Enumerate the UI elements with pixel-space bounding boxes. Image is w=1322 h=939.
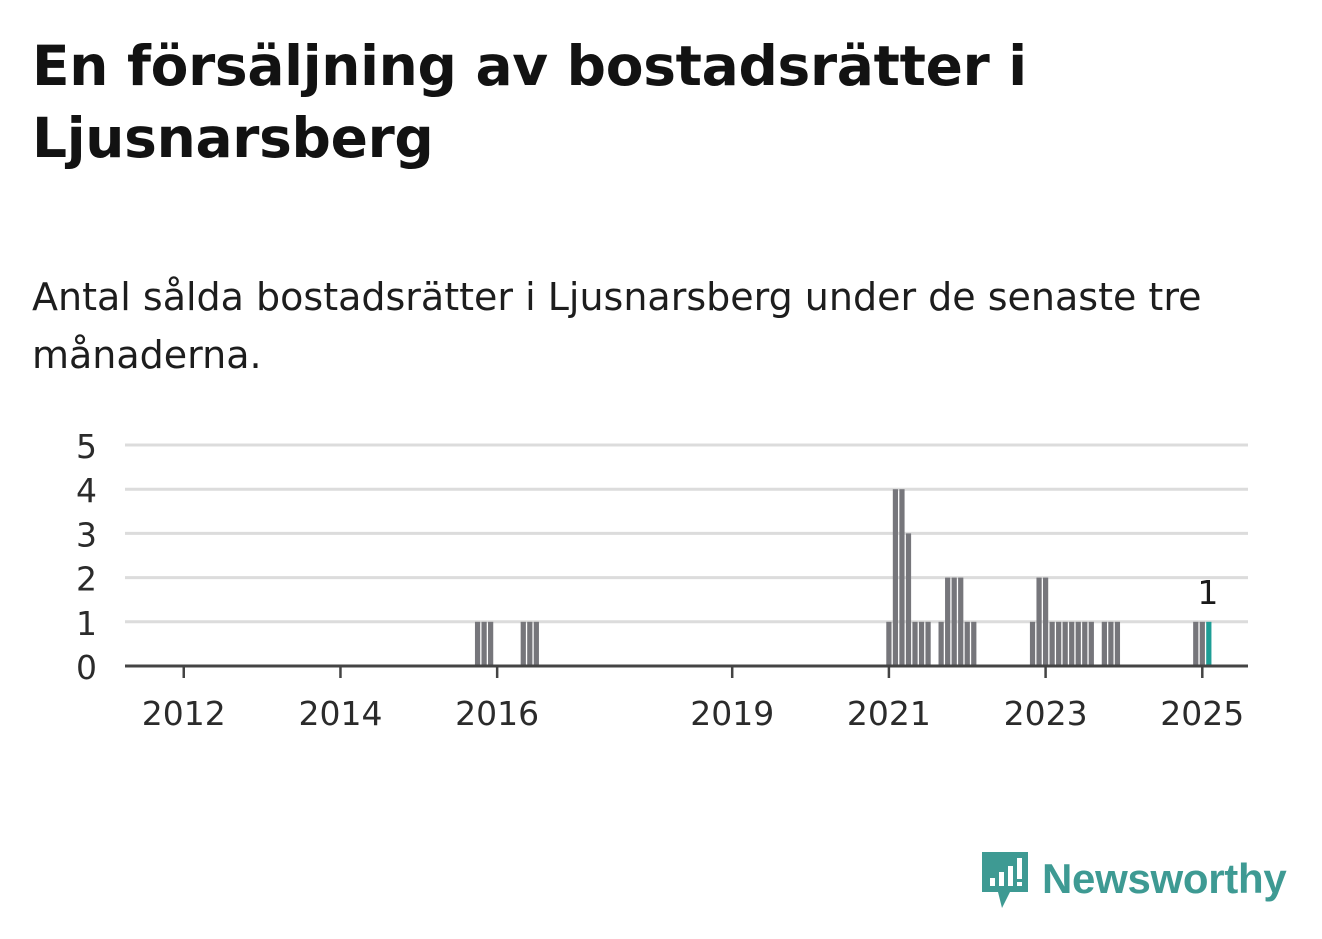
bar (1042, 577, 1049, 666)
x-tick-label: 2016 (455, 694, 539, 733)
bar-chart: 0 1 2 3 4 5 2012 2014 2016 2019 2021 2023 2025 1 (76, 427, 1248, 733)
highlight-bar (1206, 621, 1212, 666)
highlight-value-label: 1 (1197, 573, 1218, 612)
bar (912, 621, 918, 666)
bar (1101, 621, 1107, 666)
bar (899, 489, 905, 666)
y-tick-label: 5 (76, 427, 97, 466)
x-tick-label: 2025 (1160, 694, 1244, 733)
bar (1056, 621, 1062, 666)
bar (1199, 621, 1205, 666)
bar (527, 621, 533, 666)
bar (918, 621, 925, 666)
bar (925, 621, 931, 666)
bar (488, 621, 494, 666)
bar (958, 577, 964, 666)
chart-title: En försäljning av bostadsrätter i Ljusna… (32, 34, 1027, 170)
bars (474, 489, 1212, 666)
x-tick-label: 2019 (690, 694, 774, 733)
bar (474, 621, 481, 666)
bar (945, 577, 951, 666)
bar (1082, 621, 1088, 666)
brand-name: Newsworthy (1042, 855, 1287, 902)
y-tick-label: 4 (76, 471, 97, 510)
bar (951, 577, 957, 666)
bar (892, 489, 899, 666)
bar (1088, 621, 1094, 666)
newsworthy-logo-icon (982, 852, 1028, 908)
bar (520, 621, 526, 666)
bar (964, 621, 970, 666)
bar (1049, 621, 1055, 666)
bar (971, 621, 977, 666)
bar (1069, 621, 1075, 666)
y-tick-label: 3 (76, 515, 97, 554)
x-tick-label: 2012 (142, 694, 226, 733)
bar (1036, 577, 1042, 666)
annotations: 1 (1197, 573, 1218, 612)
x-tick-label: 2014 (298, 694, 382, 733)
y-tick-label: 0 (76, 648, 97, 687)
brand-logo: Newsworthy (980, 848, 1287, 910)
bar (938, 621, 944, 666)
y-axis-ticks: 0 1 2 3 4 5 (76, 427, 97, 687)
bar (1108, 621, 1114, 666)
y-tick-label: 2 (76, 560, 97, 599)
bar (533, 621, 539, 666)
x-tick-label: 2023 (1004, 694, 1088, 733)
x-axis-ticks: 2012 2014 2016 2019 2021 2023 2025 (142, 666, 1244, 733)
bar (1075, 621, 1081, 666)
chart-subtitle: Antal sålda bostadsrätter i Ljusnarsberg… (32, 275, 1202, 377)
bar (905, 533, 912, 666)
bar (1114, 621, 1121, 666)
bar (1193, 621, 1199, 666)
x-tick-label: 2021 (847, 694, 931, 733)
grid-lines (125, 443, 1248, 624)
bar (1062, 621, 1068, 666)
y-tick-label: 1 (76, 604, 97, 643)
bar (886, 621, 892, 666)
bar (481, 621, 487, 666)
bar (1029, 621, 1036, 666)
